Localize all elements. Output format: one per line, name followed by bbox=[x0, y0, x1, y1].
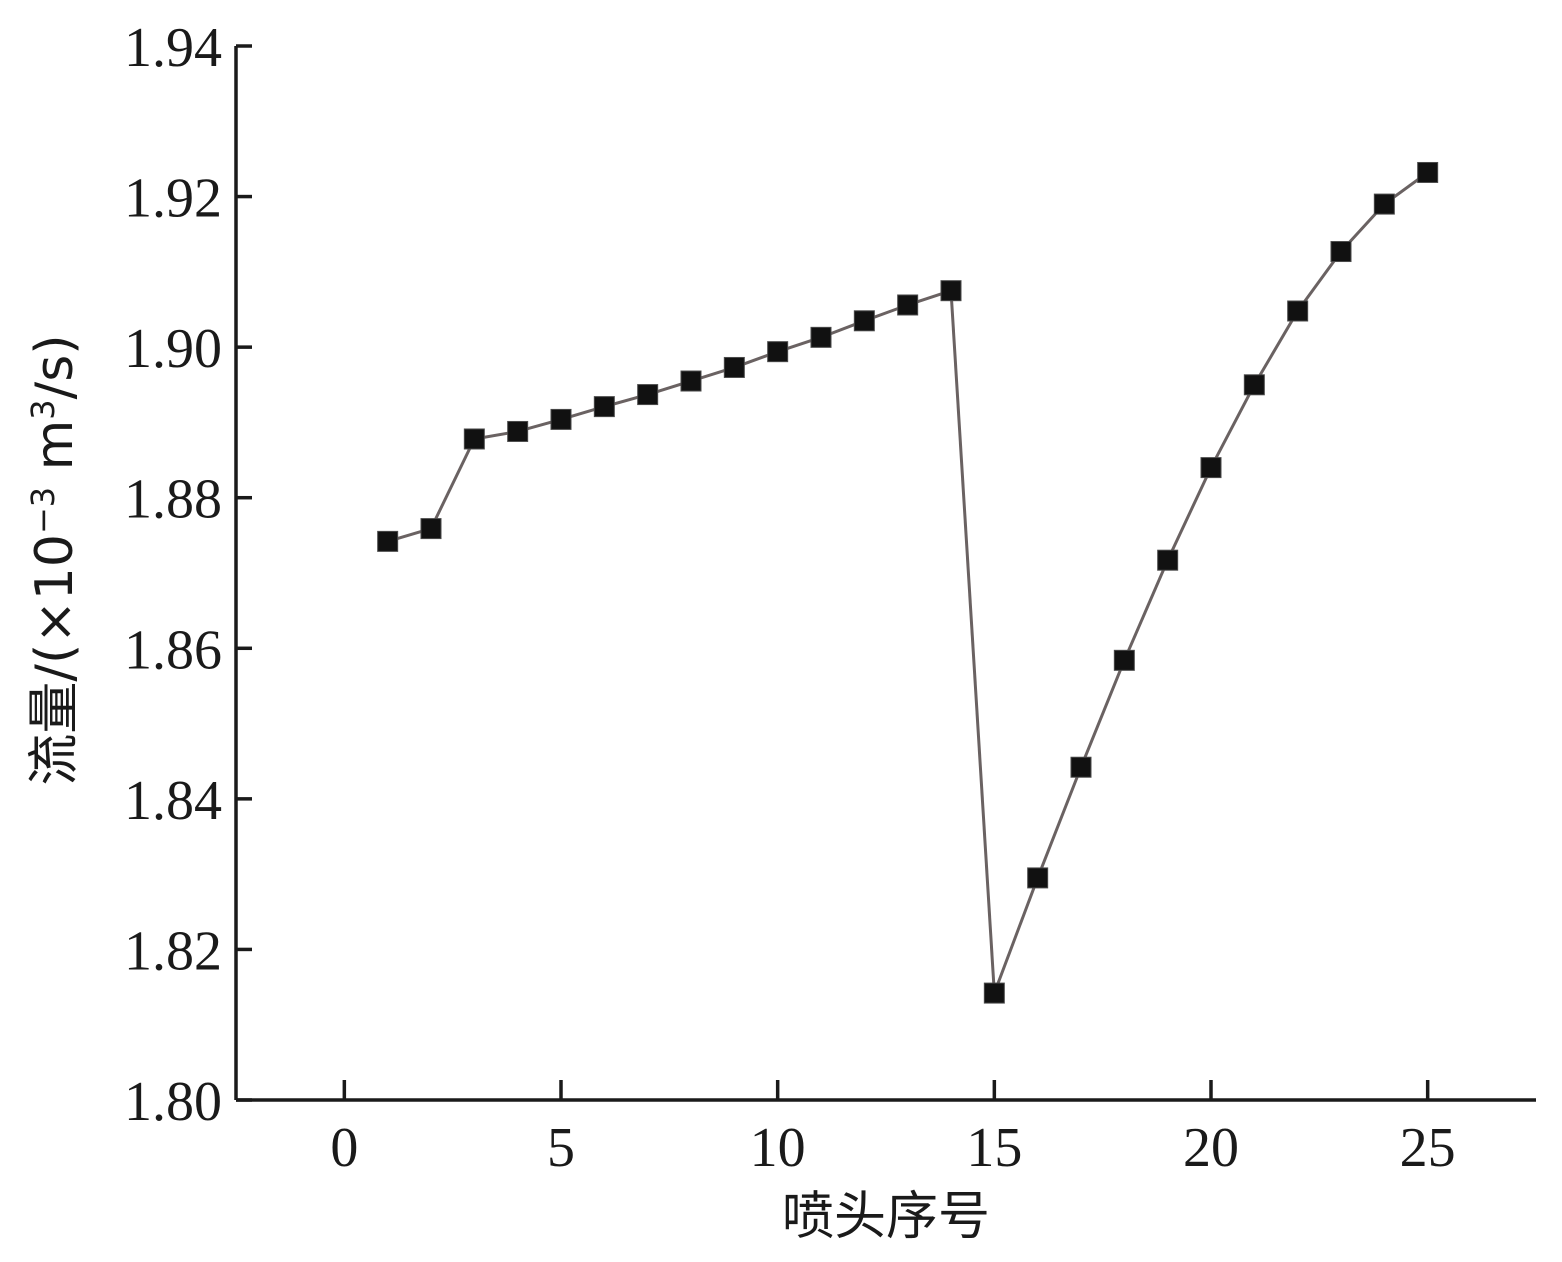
data-point-marker bbox=[940, 280, 962, 302]
y-tick-label: 1.94 bbox=[124, 17, 222, 79]
series bbox=[377, 161, 1439, 1004]
data-point-marker bbox=[1200, 457, 1222, 479]
x-tick-label: 20 bbox=[1183, 1117, 1239, 1179]
data-point-marker bbox=[507, 420, 529, 442]
series-line-segment bbox=[1036, 766, 1083, 879]
axes bbox=[234, 46, 1536, 1102]
y-tick-label: 1.92 bbox=[124, 168, 222, 230]
series-line-segment bbox=[1209, 384, 1256, 469]
series-line-segment bbox=[1166, 466, 1213, 561]
x-tick-label: 0 bbox=[330, 1117, 358, 1179]
data-point-marker bbox=[463, 428, 485, 450]
x-axis-title: 喷头序号 bbox=[782, 1187, 990, 1247]
x-tick-label: 10 bbox=[750, 1117, 806, 1179]
data-point-marker bbox=[897, 294, 919, 316]
data-point-marker bbox=[983, 982, 1005, 1004]
x-tick-label: 25 bbox=[1400, 1117, 1456, 1179]
data-point-marker bbox=[680, 370, 702, 392]
y-axis-title-exponent-2: 3 bbox=[24, 399, 62, 419]
y-axis-title-exponent-1: −3 bbox=[24, 487, 62, 534]
y-axis-title-main: 流量/(×10 bbox=[25, 534, 85, 786]
data-point-marker bbox=[723, 356, 745, 378]
y-axis-title-unit: m bbox=[25, 420, 85, 487]
data-point-marker bbox=[1417, 161, 1439, 183]
series-line-segment bbox=[992, 877, 1040, 994]
data-point-marker bbox=[377, 530, 399, 552]
data-point-marker bbox=[1157, 549, 1179, 571]
data-point-marker bbox=[1330, 241, 1352, 263]
y-tick-label: 1.84 bbox=[124, 770, 222, 832]
x-ticks: 0 5 10 15 20 25 bbox=[330, 1080, 1456, 1179]
series-line-segment bbox=[1079, 659, 1126, 768]
series-line-segment bbox=[1253, 310, 1299, 386]
data-point-marker bbox=[1070, 756, 1092, 778]
data-point-marker bbox=[550, 408, 572, 430]
y-axis-title-end: /s) bbox=[25, 334, 85, 399]
data-point-marker bbox=[637, 384, 659, 406]
y-axis-title: 流量/(×10−3 m3/s) bbox=[24, 334, 85, 785]
series-line-segment bbox=[1122, 559, 1170, 661]
data-point-marker bbox=[593, 396, 615, 418]
data-point-marker bbox=[1113, 649, 1135, 671]
x-tick-label: 5 bbox=[547, 1117, 575, 1179]
y-tick-label: 1.90 bbox=[124, 318, 222, 380]
data-point-marker bbox=[1027, 867, 1049, 889]
data-point-marker bbox=[1373, 193, 1395, 215]
series-line-segment bbox=[949, 290, 996, 994]
series-line-segment bbox=[429, 438, 476, 530]
y-tick-label: 1.88 bbox=[124, 469, 222, 531]
y-ticks: 1.80 1.82 1.84 1.86 1.88 1.90 1.92 1.94 bbox=[124, 17, 252, 1133]
y-tick-label: 1.82 bbox=[124, 920, 222, 982]
x-tick-label: 15 bbox=[966, 1117, 1022, 1179]
data-point-marker bbox=[853, 310, 875, 332]
data-point-marker bbox=[420, 518, 442, 540]
data-point-marker bbox=[1243, 374, 1265, 396]
data-point-marker bbox=[810, 326, 832, 348]
y-tick-label: 1.86 bbox=[124, 619, 222, 681]
y-tick-label: 1.80 bbox=[124, 1071, 222, 1133]
data-point-marker bbox=[767, 341, 789, 363]
data-point-marker bbox=[1287, 300, 1309, 322]
